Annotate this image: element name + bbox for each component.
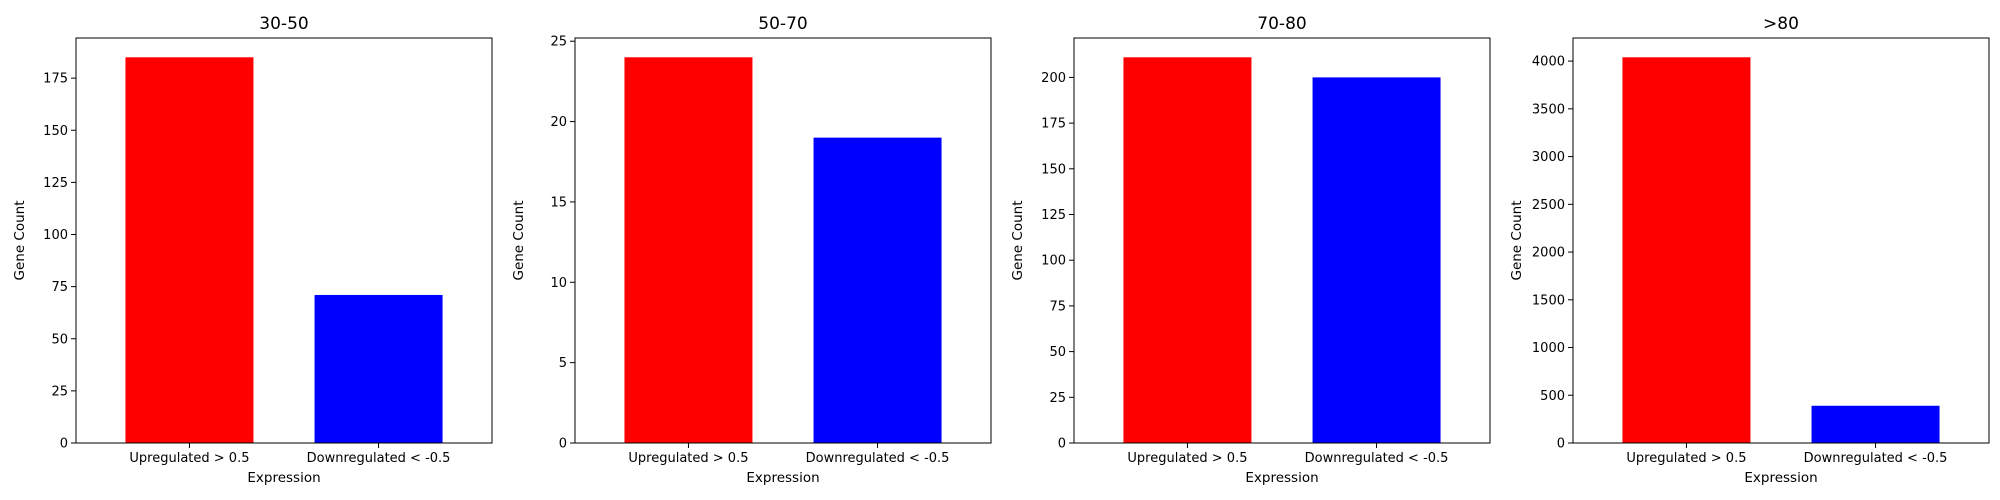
y-tick-label: 150 — [1041, 162, 1066, 177]
chart-title: 70-80 — [1257, 14, 1306, 34]
y-tick-label: 3500 — [1532, 102, 1565, 117]
x-tick-label: Upregulated > 0.5 — [1626, 451, 1746, 466]
bar-downregulated — [1811, 405, 1940, 443]
y-tick-label: 175 — [43, 72, 68, 87]
y-tick-label: 10 — [550, 276, 567, 291]
x-tick-label: Upregulated > 0.5 — [129, 451, 249, 466]
y-tick-label: 20 — [550, 115, 567, 130]
x-tick-label: Downregulated < -0.5 — [806, 451, 950, 466]
y-axis-label: Gene Count — [1010, 200, 1026, 280]
x-axis-label: Expression — [746, 470, 819, 486]
bar-downregulated — [314, 294, 443, 443]
chart-panel-4: 0 500 1000 1500 2000 2500 3000 3500 4000 Upregula… — [1509, 14, 1990, 486]
bar-upregulated — [1123, 57, 1252, 444]
y-tick-label: 25 — [1049, 391, 1066, 406]
plot-frame — [1073, 37, 1491, 444]
y-tick-label: 75 — [1049, 299, 1066, 314]
y-axis-label: Gene Count — [12, 200, 28, 280]
y-tick-label: 200 — [1041, 71, 1066, 86]
chart-panel-1: 0 25 50 75 100 125 150 175 Upregulated > 0.5 Down… — [12, 14, 493, 486]
y-tick-label: 0 — [1058, 437, 1066, 452]
y-tick-label: 150 — [43, 124, 68, 139]
y-tick-label: 25 — [51, 384, 68, 399]
x-tick-label: Downregulated < -0.5 — [307, 451, 451, 466]
bar-upregulated — [624, 57, 753, 444]
y-tick-label: 0 — [60, 437, 68, 452]
y-tick-label: 0 — [559, 437, 567, 452]
bar-downregulated — [813, 137, 942, 443]
y-tick-label: 2000 — [1532, 246, 1565, 261]
x-tick-label: Upregulated > 0.5 — [628, 451, 748, 466]
y-tick-label: 500 — [1540, 389, 1565, 404]
y-tick-label: 175 — [1041, 117, 1066, 132]
y-tick-label: 125 — [43, 176, 68, 191]
x-tick-label: Downregulated < -0.5 — [1804, 451, 1948, 466]
y-tick-label: 2500 — [1532, 198, 1565, 213]
chart-panel-3: 0 25 50 75 100 125 150 175 200 Upregulated > 0.5 D… — [1010, 14, 1491, 486]
bar-upregulated — [125, 57, 254, 444]
y-tick-label: 1000 — [1532, 341, 1565, 356]
bar-downregulated — [1312, 77, 1441, 443]
x-tick-label: Downregulated < -0.5 — [1305, 451, 1449, 466]
x-tick-label: Upregulated > 0.5 — [1127, 451, 1247, 466]
chart-title: 50-70 — [758, 14, 807, 34]
y-tick-label: 50 — [51, 332, 68, 347]
y-tick-label: 3000 — [1532, 150, 1565, 165]
chart-panel-2: 0 5 10 15 20 25 Upregulated > 0.5 Downregulated… — [511, 14, 992, 486]
y-tick-label: 5 — [559, 356, 567, 371]
y-tick-label: 1500 — [1532, 293, 1565, 308]
y-axis-label: Gene Count — [1509, 200, 1525, 280]
y-tick-label: 100 — [1041, 254, 1066, 269]
plot-frame — [574, 37, 992, 444]
x-axis-label: Expression — [1744, 470, 1817, 486]
y-tick-label: 4000 — [1532, 55, 1565, 70]
chart-title: 30-50 — [259, 14, 308, 34]
x-axis-label: Expression — [1245, 470, 1318, 486]
y-tick-label: 100 — [43, 228, 68, 243]
plot-frame — [1572, 37, 1990, 444]
y-tick-label: 75 — [51, 280, 68, 295]
y-axis-label: Gene Count — [511, 200, 527, 280]
chart-title: >80 — [1763, 14, 1799, 34]
y-tick-label: 0 — [1557, 437, 1565, 452]
x-axis-label: Expression — [247, 470, 320, 486]
bar-upregulated — [1622, 57, 1751, 444]
y-tick-label: 15 — [550, 195, 567, 210]
plot-frame — [75, 37, 493, 444]
y-tick-label: 50 — [1049, 345, 1066, 360]
y-tick-label: 25 — [550, 35, 567, 50]
y-tick-label: 125 — [1041, 208, 1066, 223]
